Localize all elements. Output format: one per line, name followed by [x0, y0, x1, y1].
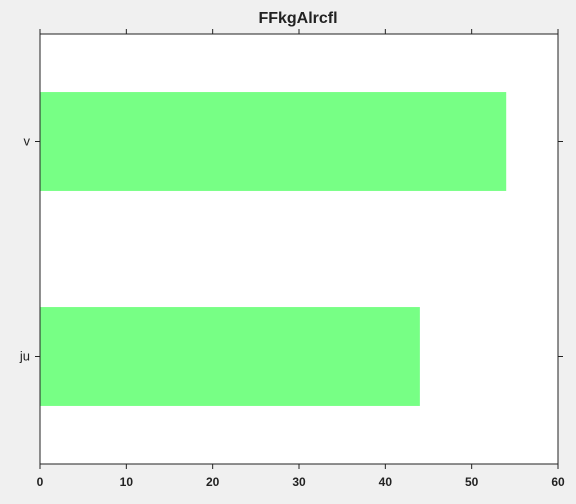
bar-ju [40, 307, 420, 406]
x-tick-label-40: 40 [379, 475, 393, 489]
x-tick-label-10: 10 [120, 475, 134, 489]
x-tick-label-0: 0 [37, 475, 44, 489]
y-tick-label-ju: ju [19, 349, 30, 364]
chart-title: FFkgAlrcfl [258, 10, 337, 27]
x-tick-label-50: 50 [465, 475, 479, 489]
bar-v [40, 92, 507, 191]
x-tick-label-60: 60 [551, 475, 565, 489]
x-tick-label-30: 30 [292, 475, 306, 489]
y-tick-label-v: v [24, 134, 31, 149]
plot-frame [39, 33, 559, 465]
x-tick-label-20: 20 [206, 475, 220, 489]
